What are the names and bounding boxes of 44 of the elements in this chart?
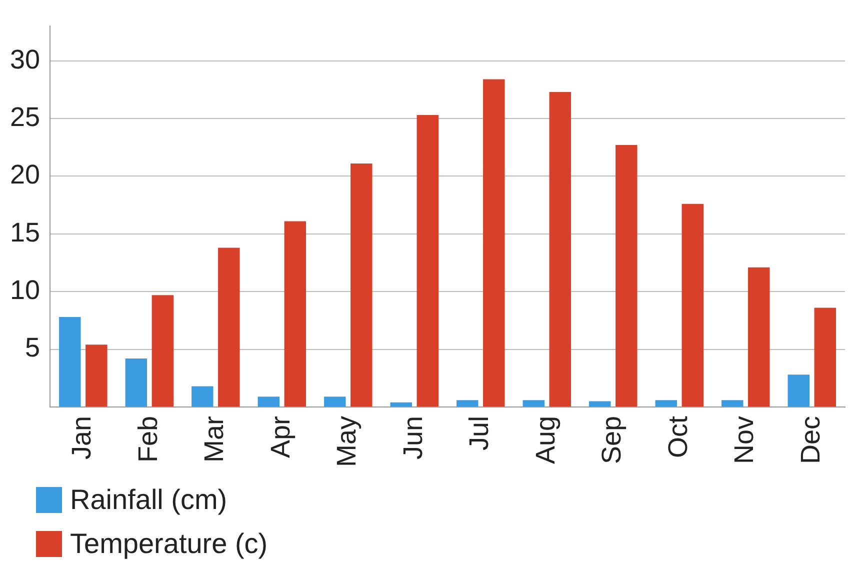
bar [682,204,704,406]
bar [655,400,677,406]
x-tick-label: Jul [464,416,494,451]
bar [722,400,744,406]
x-tick-label: Aug [530,416,560,464]
bar [788,374,810,406]
bar [549,92,571,406]
y-tick-label: 25 [10,102,40,132]
bar [416,115,439,406]
bar [483,79,505,406]
y-tick-label: 30 [10,44,40,74]
bar [59,316,81,406]
bar [125,358,148,406]
bar [152,295,174,406]
bar [218,248,240,406]
bar [390,402,412,406]
bar [350,164,372,406]
x-tick-label: Jan [66,416,97,460]
bar [324,396,346,406]
bar [522,400,544,406]
x-tick-label: Oct [662,416,693,458]
bar [258,396,280,406]
y-tick-label: 15 [10,217,40,248]
y-tick-label: 20 [10,160,40,190]
bar [748,267,770,406]
bar [192,386,214,406]
y-tick-label: 5 [25,332,40,363]
x-tick-label: Apr [265,416,296,458]
bar [589,401,611,406]
bar [814,308,836,406]
x-tick-label: Nov [729,415,760,464]
bar [86,344,108,406]
x-tick-label: May [332,416,362,468]
legend-label: Temperature (c) [70,528,268,560]
bar [616,145,638,406]
bar [284,221,306,406]
legend-label: Rainfall (cm) [70,484,228,516]
bar [456,400,478,406]
x-tick-label: Sep [596,416,627,464]
y-tick-label: 10 [10,275,40,306]
x-tick-label: Mar [199,416,230,462]
x-tick-label: Jun [398,416,428,460]
x-tick-label: Dec [795,416,826,464]
x-tick-label: Feb [132,416,163,463]
